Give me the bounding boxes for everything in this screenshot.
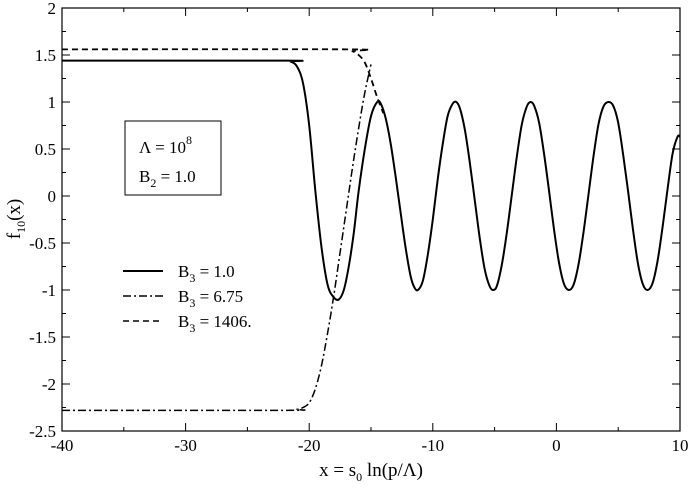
annotation-b2: B2 = 1.0 [139, 167, 196, 190]
series-line-solid [61, 59, 681, 301]
series-line-dashed [61, 48, 385, 114]
legend-label-3: B3 = 1406. [178, 312, 252, 335]
x-tick-label: -30 [174, 436, 197, 455]
x-tick-label: -20 [298, 436, 321, 455]
plot-frame [61, 7, 681, 432]
x-ticks: -40 -30 -20 -10 0 10 [51, 8, 689, 455]
series-layer [61, 48, 681, 412]
y-tick-label: 0 [48, 187, 57, 206]
legend-label-2: B3 = 6.75 [178, 287, 243, 310]
y-ticks: -2.5 -2 -1.5 -1 -0.5 0 0.5 1 1.5 2 [29, 0, 680, 441]
y-tick-label: 1 [48, 93, 57, 112]
y-tick-label: -2 [42, 375, 56, 394]
x-axis-title: x = s0 ln(p/Λ) [319, 460, 423, 484]
y-tick-label: -0.5 [29, 234, 56, 253]
x-tick-label: 0 [552, 436, 561, 455]
y-tick-label: -2.5 [29, 422, 56, 441]
x-tick-label: -40 [51, 436, 74, 455]
y-tick-label: 1.5 [35, 46, 56, 65]
y-tick-label: -1 [42, 281, 56, 300]
y-tick-label: 0.5 [35, 140, 56, 159]
legend-label-1: B3 = 1.0 [178, 262, 235, 285]
x-tick-label: 10 [672, 436, 689, 455]
series-line-dash-dot [61, 64, 372, 412]
legend: B3 = 1.0 B3 = 6.75 B3 = 1406. [123, 262, 252, 335]
annotation-lambda: Λ = 108 [139, 133, 192, 157]
y-tick-label: 2 [48, 0, 57, 18]
y-axis-title: f10(x) [4, 199, 28, 239]
x-tick-label: -10 [421, 436, 444, 455]
annotation-box: Λ = 108 B2 = 1.0 [124, 120, 222, 196]
y-tick-label: -1.5 [29, 328, 56, 347]
